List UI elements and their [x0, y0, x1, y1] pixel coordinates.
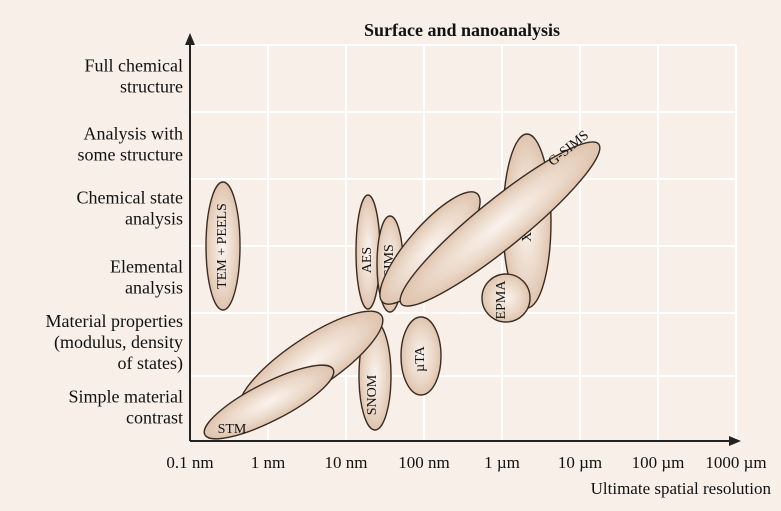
technique-tem-peels-label: TEM + PEELS: [215, 203, 230, 289]
technique-g-sims-ellipse: [399, 141, 601, 307]
axes-layer: 0.1 nm 1 nm 10 nm 100 nm 1 µm 10 µm 100 µm 1000…: [46, 33, 767, 472]
technique-muta-group: µTA: [400, 316, 442, 396]
x-tick-label: 10 nm: [325, 453, 368, 472]
y-category-label-line: Elemental: [110, 257, 183, 277]
technique-muta-ellipse: [400, 316, 442, 396]
y-category-label-line: some structure: [78, 145, 183, 165]
technique-ellipses: TEM + PEELSAESdSIMSStatic SIMSXPSG-SIMSE…: [203, 126, 608, 440]
x-axis-arrowhead: [729, 436, 741, 446]
y-category-label-line: analysis: [125, 209, 183, 229]
technique-epma-label: EPMA: [494, 280, 509, 320]
technique-stm-group: STM: [203, 364, 335, 440]
technique-muta-label: µTA: [413, 345, 428, 371]
technique-stm-ellipse: [203, 364, 335, 440]
y-category-label-line: Analysis with: [83, 124, 183, 144]
technique-aes-label: AES: [360, 247, 375, 273]
y-axis-arrowhead: [185, 33, 195, 45]
x-tick-label: 1 µm: [484, 453, 520, 472]
y-category-label-line: of states): [118, 353, 183, 374]
x-tick-label: 1000 µm: [705, 453, 766, 472]
technique-aes-group: AES: [355, 194, 381, 310]
y-category-label-line: Full chemical: [85, 56, 183, 76]
x-axis-title: Ultimate spatial resolution: [591, 479, 772, 498]
y-category-label-line: structure: [120, 77, 183, 97]
technique-snom-label: SNOM: [365, 374, 380, 415]
x-tick-label: 100 µm: [632, 453, 685, 472]
x-tick-label: 0.1 nm: [166, 453, 213, 472]
y-category-label-line: Chemical state: [77, 188, 183, 208]
technique-tem-peels-group: TEM + PEELS: [205, 181, 241, 311]
technique-stm-label: STM: [218, 422, 247, 437]
technique-tem-peels-ellipse: [205, 181, 241, 311]
y-category-label-line: Material properties: [46, 311, 183, 331]
grid-layer: [190, 44, 737, 441]
chart-title: Surface and nanoanalysis: [364, 20, 560, 40]
x-tick-label: 100 nm: [398, 453, 449, 472]
technique-epma-group: EPMA: [481, 273, 531, 323]
y-category-label-line: analysis: [125, 278, 183, 298]
x-tick-label: 10 µm: [558, 453, 602, 472]
technique-epma-ellipse: [481, 273, 531, 323]
y-category-label-line: contrast: [126, 408, 183, 428]
y-category-label-line: Simple material: [69, 387, 183, 407]
y-category-label-line: (modulus, density: [54, 332, 183, 353]
x-tick-label: 1 nm: [251, 453, 285, 472]
